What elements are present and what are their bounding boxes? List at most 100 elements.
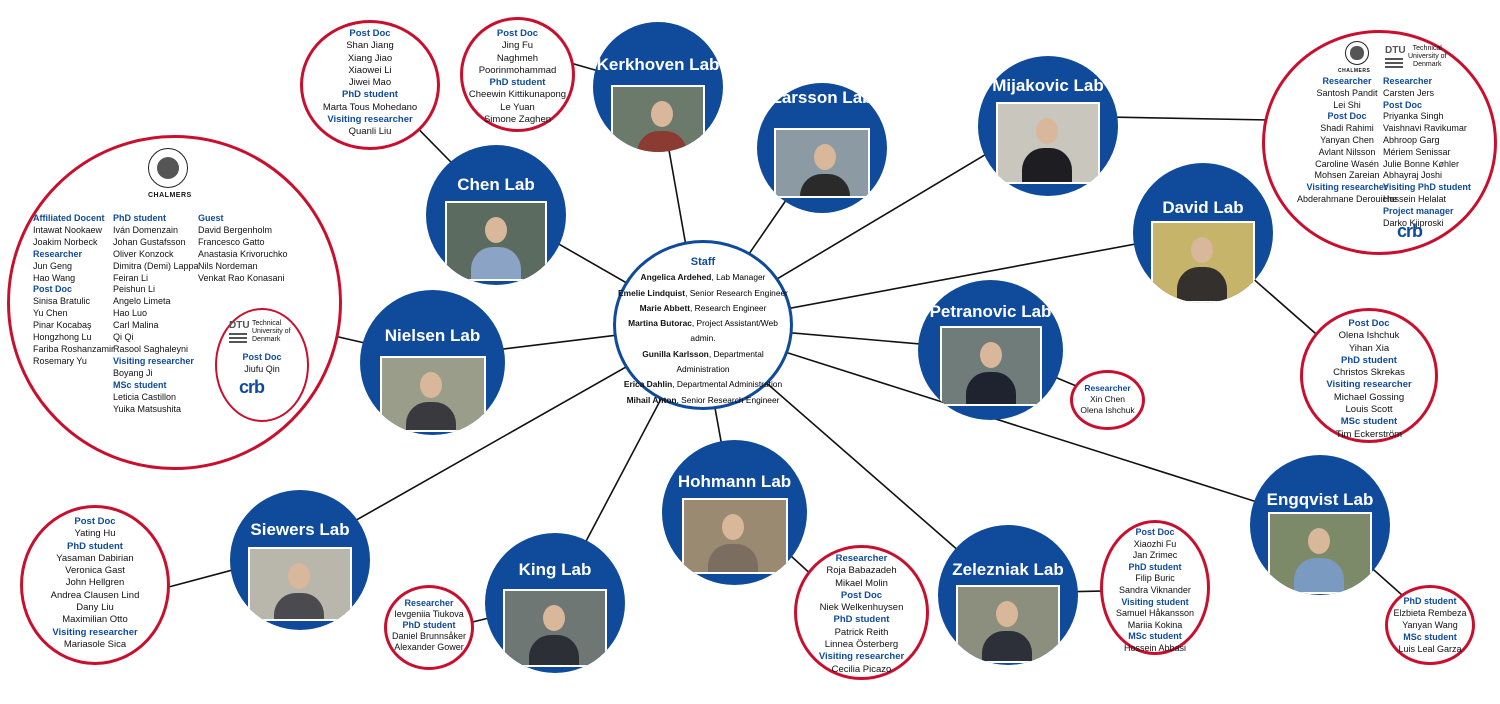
- role-heading: MSc student: [1128, 631, 1182, 642]
- member-name: Mikael Molin: [835, 577, 888, 589]
- member-name: Nils Nordeman: [198, 260, 258, 271]
- role-heading: PhD student: [1341, 354, 1397, 366]
- member-name: Christos Skrekas: [1333, 367, 1405, 379]
- lab-chen: Chen Lab: [426, 145, 566, 285]
- role-heading: Researcher: [33, 248, 83, 259]
- role-heading: MSc student: [1340, 416, 1398, 428]
- member-name: Olena Ishchuk: [1080, 405, 1135, 415]
- lab-title: Hohmann Lab: [677, 472, 792, 491]
- member-name: Hossein Abbasi: [1123, 642, 1187, 653]
- role-heading: Post Doc: [840, 589, 883, 601]
- member-name: Joakim Norbeck: [33, 236, 98, 247]
- dtu-logo: DTU Technical University of Denmark: [229, 320, 291, 345]
- member-name: Pinar Kocabaş: [33, 320, 92, 331]
- member-name: Jing Fu: [501, 40, 534, 52]
- member-name: Vaishnavi Ravikumar: [1383, 123, 1467, 134]
- member-name: Leticia Castillon: [113, 391, 177, 402]
- member-name: Xiaozhi Fu: [1133, 538, 1177, 549]
- lab-photo: [379, 356, 486, 432]
- member-name: Abhroop Garg: [1383, 134, 1440, 145]
- member-name: Yasaman Dabirian: [56, 552, 134, 564]
- member-name: Hossein Helalat: [1383, 193, 1447, 204]
- dtu-sub-bubble: DTU Technical University of Denmark Post D…: [215, 308, 309, 422]
- member-name: Avlant Nilsson: [1318, 146, 1376, 157]
- members-bubble-siewers: Post Doc Yating Hu PhD student Yasaman Dabi…: [20, 505, 170, 665]
- role-heading: Post Doc: [1327, 111, 1367, 122]
- member-name: Angelo Limeta: [113, 296, 171, 307]
- dtu-logo: DTU Technical University of Denmark: [1385, 45, 1447, 70]
- member-name: Rasool Saghaleyni: [113, 343, 189, 354]
- role-heading: Guest: [198, 213, 224, 223]
- lab-photo: [996, 102, 1100, 184]
- member-name: David Bergenholm: [198, 224, 273, 235]
- member-name: Abderahmane Derouiche: [1296, 193, 1398, 204]
- member-name: Feiran Li: [113, 272, 149, 283]
- member-name: Filip Buric: [1135, 573, 1175, 584]
- lab-siewers: Siewers Lab: [230, 490, 370, 630]
- member-name: Shan Jiang: [346, 40, 394, 52]
- member-name: Darko Kjiproski: [1383, 217, 1444, 228]
- role-heading: Researcher: [404, 598, 454, 608]
- chalmers-crest-icon: [148, 148, 188, 188]
- role-heading: MSc student: [113, 379, 167, 390]
- crb-logo: crb: [239, 377, 265, 397]
- lab-photo: [1268, 512, 1372, 594]
- member-name: Roja Babazadeh: [826, 565, 897, 577]
- role-heading: Visiting researcher: [1306, 182, 1388, 193]
- lab-photo: [1151, 221, 1255, 303]
- member-name: Carl Malina: [113, 320, 159, 331]
- member-name: Yu Chen: [33, 308, 68, 319]
- staff-member: Marie Abbett, Research Engineer: [639, 302, 767, 313]
- member-name: Jun Geng: [33, 260, 73, 271]
- members-bubble-engqvist: PhD student Elzbieta Rembeza Yanyan Wang MS…: [1385, 585, 1475, 665]
- lab-photo: [503, 589, 607, 667]
- member-name: Tim Eckerström: [1335, 428, 1403, 440]
- member-name: Andrea Clausen Lind: [50, 589, 140, 601]
- member-name: Dimitra (Demi) Lappa: [113, 260, 199, 271]
- role-heading: PhD student: [342, 89, 398, 101]
- lab-title: Mijakovic Lab: [992, 76, 1104, 95]
- staff-member: Angelica Ardehed, Lab Manager: [640, 272, 766, 283]
- member-name: Jiufu Qin: [244, 363, 280, 374]
- staff-member: Erica Dahlin, Departmental Administratio…: [623, 379, 783, 390]
- lab-title: Zelezniak Lab: [952, 560, 1064, 579]
- member-name: Linnea Österberg: [824, 639, 899, 651]
- role-heading: Post Doc: [242, 352, 282, 362]
- role-heading: Affiliated Docent: [33, 213, 105, 223]
- role-heading: Post Doc: [1135, 527, 1175, 537]
- role-heading: Post Doc: [33, 284, 73, 295]
- staff-member: Martina Butorac, Project Assistant/Web a…: [628, 318, 778, 344]
- member-name: Yanyan Chen: [1320, 134, 1374, 145]
- role-heading: Post Doc: [1348, 318, 1390, 329]
- staff-member: Mihail Anton, Senior Research Engineer: [626, 394, 780, 405]
- role-heading: Researcher: [1383, 76, 1433, 86]
- member-name: Michael Gossing: [1333, 391, 1405, 403]
- member-name: Samuel Håkansson: [1115, 608, 1195, 619]
- member-name: Veronica Gast: [65, 565, 125, 577]
- chalmers-logo-text: CHALMERS: [148, 192, 192, 199]
- role-heading: PhD student: [1403, 596, 1457, 606]
- lab-photo: [956, 585, 1060, 663]
- staff-heading: Staff: [690, 256, 716, 268]
- members-bubble-chen: Post Doc Shan Jiang Xiang Jiao Xiaowei Li Ji…: [300, 20, 440, 150]
- lab-nielsen: Nielsen Lab: [360, 290, 505, 435]
- member-name: Olena Ishchuk: [1338, 330, 1400, 342]
- role-heading: PhD student: [833, 614, 890, 626]
- role-heading: Post Doc: [349, 28, 391, 39]
- member-name: Iván Domenzain: [113, 224, 179, 235]
- lab-title: Siewers Lab: [250, 520, 350, 539]
- member-name: Mohsen Zareian: [1314, 170, 1380, 181]
- role-heading: Visiting researcher: [327, 114, 413, 126]
- lab-photo: [445, 201, 547, 281]
- lab-title: Kerkhoven Lab: [596, 55, 720, 74]
- member-name: Xin Chen: [1090, 394, 1125, 404]
- member-name: Priyanka Singh: [1383, 111, 1444, 122]
- member-name: Yuika Matsushita: [113, 403, 182, 414]
- link-staff-engqvist: [699, 324, 1321, 523]
- member-name: Dany Liu: [76, 602, 114, 614]
- lab-king: King Lab: [485, 533, 625, 673]
- member-name: Louis Scott: [1345, 404, 1393, 416]
- lab-david: David Lab: [1133, 163, 1273, 303]
- members-bubble-hohmann: Researcher Roja Babazadeh Mikael Molin Post…: [794, 545, 929, 680]
